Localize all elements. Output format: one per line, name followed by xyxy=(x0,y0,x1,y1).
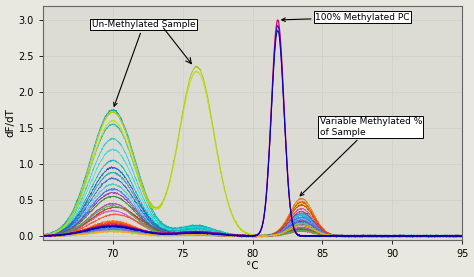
Text: Variable Methylated %
of Sample: Variable Methylated % of Sample xyxy=(300,117,422,196)
Y-axis label: dF/dT: dF/dT xyxy=(6,108,16,137)
X-axis label: °C: °C xyxy=(246,261,259,271)
Text: Un-Methylated Sample: Un-Methylated Sample xyxy=(92,20,195,106)
Text: 100% Methylated PC: 100% Methylated PC xyxy=(282,13,410,22)
